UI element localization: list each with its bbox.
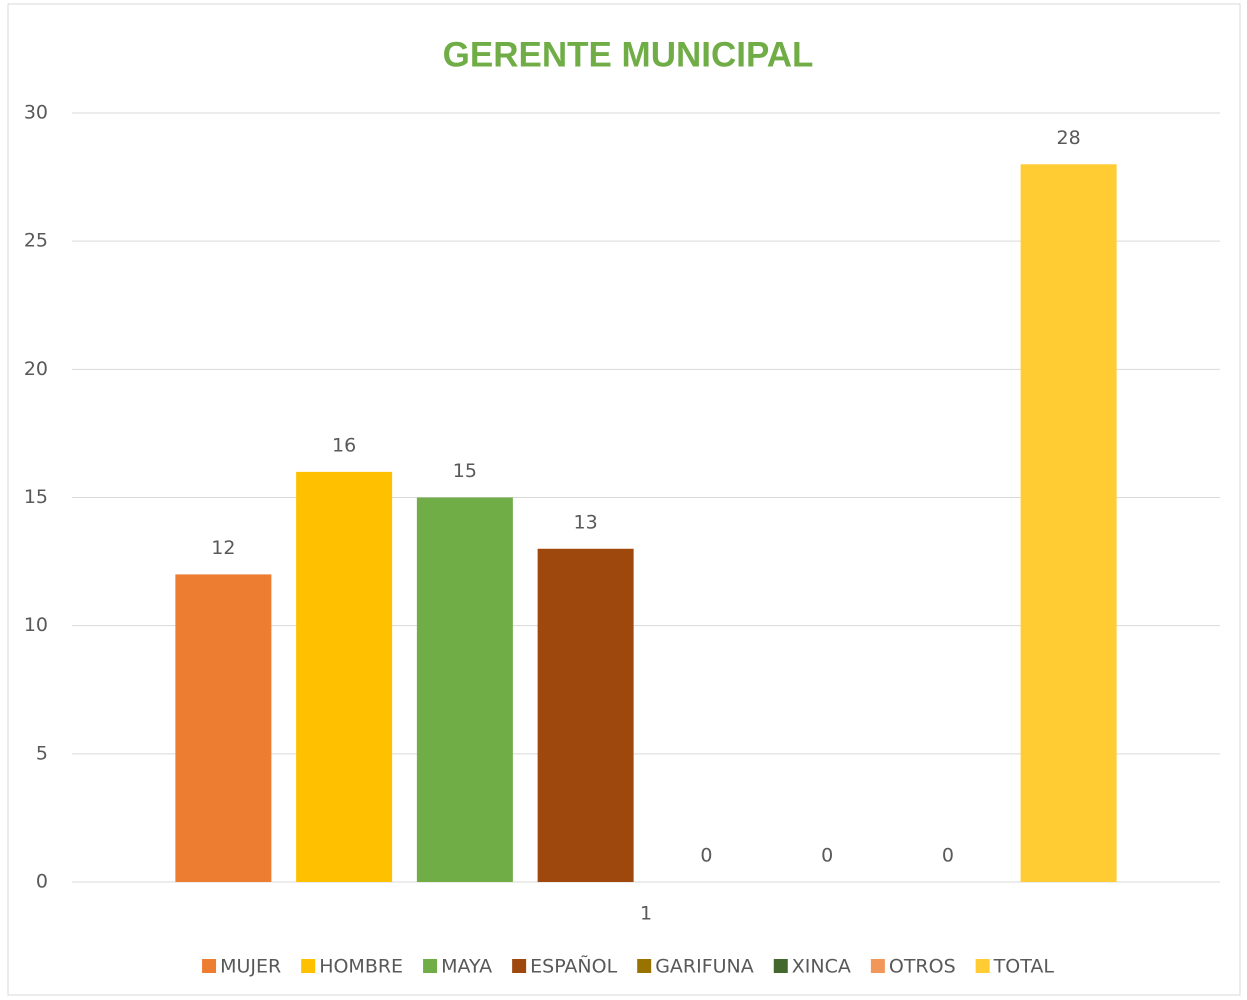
legend-label: MUJER (220, 956, 281, 978)
bar (1020, 164, 1117, 882)
legend-label: ESPAÑOL (530, 955, 617, 978)
legend-swatch (202, 959, 217, 973)
legend-label: TOTAL (993, 956, 1055, 978)
legend-label: XINCA (792, 956, 851, 978)
legend-swatch (773, 959, 788, 973)
data-label: 12 (211, 537, 235, 559)
bar (175, 574, 272, 882)
bar (296, 471, 393, 882)
data-label: 28 (1057, 127, 1081, 149)
data-label: 16 (332, 434, 356, 456)
data-label: 0 (821, 845, 833, 867)
bar (537, 548, 634, 882)
legend-swatch (301, 959, 316, 973)
data-label: 15 (453, 460, 477, 482)
legend-label: HOMBRE (319, 956, 403, 978)
bar (416, 497, 513, 882)
legend-swatch (870, 959, 885, 973)
legend-swatch (423, 959, 438, 973)
x-tick-label: 1 (640, 903, 652, 925)
data-label: 0 (942, 845, 954, 867)
legend-label: OTROS (889, 956, 956, 978)
legend-swatch (512, 959, 527, 973)
legend-swatch (637, 959, 652, 973)
legend-label: GARIFUNA (655, 956, 754, 978)
chart-title: GERENTE MUNICIPAL (443, 35, 814, 74)
data-label: 13 (574, 511, 598, 533)
legend-swatch (975, 959, 990, 973)
y-tick-label: 25 (24, 230, 48, 252)
data-label: 0 (700, 845, 712, 867)
y-tick-label: 15 (24, 486, 48, 508)
y-tick-label: 30 (24, 102, 48, 124)
legend-label: MAYA (441, 956, 492, 978)
y-tick-label: 10 (24, 614, 48, 636)
y-tick-label: 20 (24, 358, 48, 380)
y-tick-label: 0 (36, 871, 48, 893)
y-tick-label: 5 (36, 742, 48, 764)
